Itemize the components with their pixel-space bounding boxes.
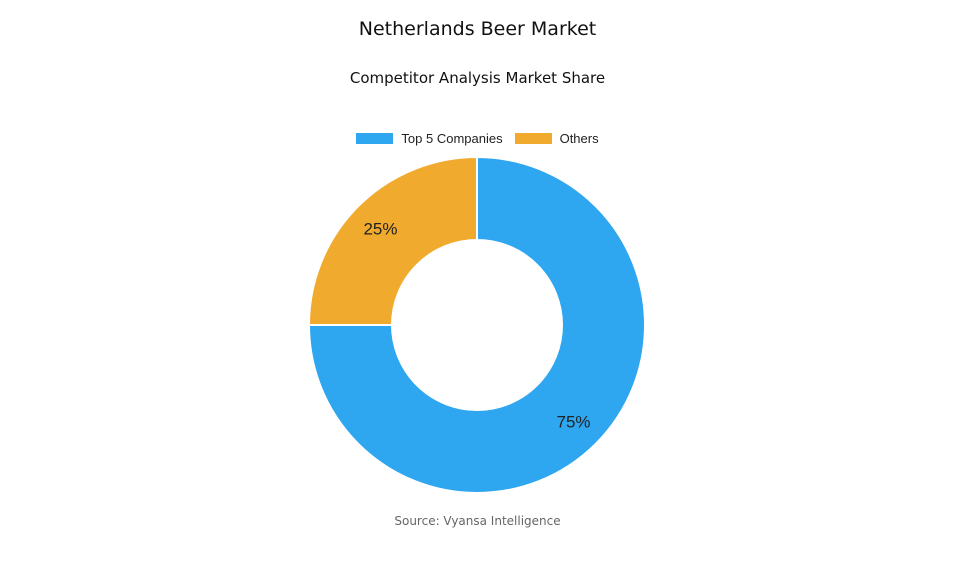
legend: Top 5 Companies Others [0,131,955,146]
donut-slice-1[interactable] [307,155,478,326]
donut-slice-0[interactable] [307,155,646,494]
legend-item-others[interactable]: Others [514,131,599,146]
legend-swatch-top5 [356,133,394,144]
legend-label-others: Others [559,131,599,146]
data-label-0: 75% [557,413,591,432]
data-label-1: 25% [363,219,397,238]
source-note: Source: Vyansa Intelligence [394,514,561,528]
legend-label-top5: Top 5 Companies [401,131,503,146]
legend-swatch-others [514,133,552,144]
chart-title: Netherlands Beer Market [358,18,597,40]
chart-subtitle: Competitor Analysis Market Share [349,69,606,87]
legend-item-top5[interactable]: Top 5 Companies [356,131,503,146]
